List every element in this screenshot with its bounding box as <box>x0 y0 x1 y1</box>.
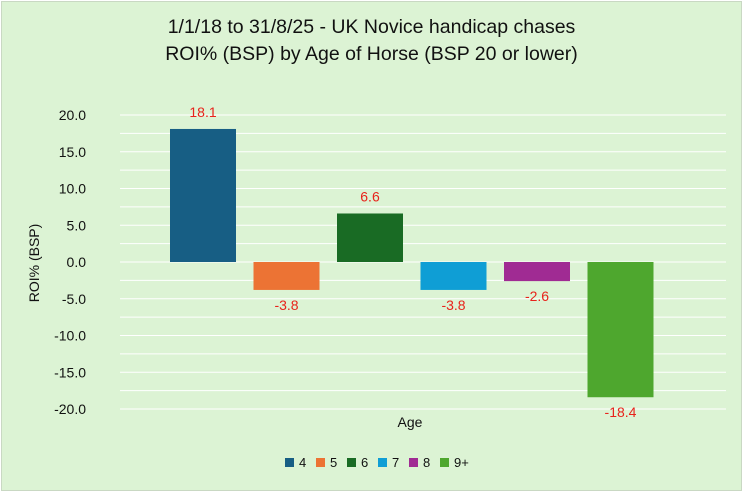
data-label: 6.6 <box>360 188 380 204</box>
data-labels: 18.1 -3.8 6.6 -3.8 -2.6 -18.4 <box>189 104 636 420</box>
data-label: -3.8 <box>441 297 465 313</box>
legend-swatch <box>316 458 325 467</box>
y-tick-label: -15.0 <box>54 364 86 380</box>
bar-age-8 <box>504 262 570 282</box>
bar-age-6 <box>337 213 403 262</box>
bar-age-4 <box>170 128 236 262</box>
legend-swatch <box>409 458 418 467</box>
bar-age-7 <box>420 262 487 290</box>
y-axis-ticks: 20.0 15.0 10.0 5.0 0.0 -5.0 -10.0 -15.0 -20.0 <box>54 107 86 417</box>
legend: 4 5 6 7 8 9+ <box>285 455 469 470</box>
chart-title-line-2: ROI% (BSP) by Age of Horse (BSP 20 or lo… <box>165 43 578 65</box>
legend-label: 6 <box>361 455 368 470</box>
y-axis-title: ROI% (BSP) <box>26 224 42 303</box>
y-tick-label: -10.0 <box>54 328 86 344</box>
y-tick-label: 15.0 <box>59 144 86 160</box>
legend-label: 5 <box>330 455 337 470</box>
y-tick-label: 0.0 <box>67 254 87 270</box>
legend-swatch <box>378 458 387 467</box>
legend-swatch <box>347 458 356 467</box>
data-label: -18.4 <box>605 404 637 420</box>
data-label: -2.6 <box>525 288 549 304</box>
chart-title: 1/1/18 to 31/8/25 - UK Novice handicap c… <box>2 14 741 68</box>
bar-age-9plus <box>587 262 654 398</box>
legend-label: 7 <box>392 455 399 470</box>
x-axis-title: Age <box>398 414 423 430</box>
legend-label: 9+ <box>454 455 469 470</box>
legend-label: 8 <box>423 455 430 470</box>
y-tick-label: -5.0 <box>62 291 86 307</box>
y-tick-label: 20.0 <box>59 107 86 123</box>
data-label: -3.8 <box>274 297 298 313</box>
legend-swatch <box>285 458 294 467</box>
data-label: 18.1 <box>189 104 216 120</box>
bars <box>170 128 654 398</box>
legend-label: 4 <box>299 455 306 470</box>
bar-age-5 <box>253 262 320 290</box>
y-tick-label: 10.0 <box>59 181 86 197</box>
chart-title-line-1: 1/1/18 to 31/8/25 - UK Novice handicap c… <box>167 16 576 38</box>
y-tick-label: 5.0 <box>67 217 87 233</box>
y-tick-label: -20.0 <box>54 401 86 417</box>
legend-swatch <box>440 458 449 467</box>
